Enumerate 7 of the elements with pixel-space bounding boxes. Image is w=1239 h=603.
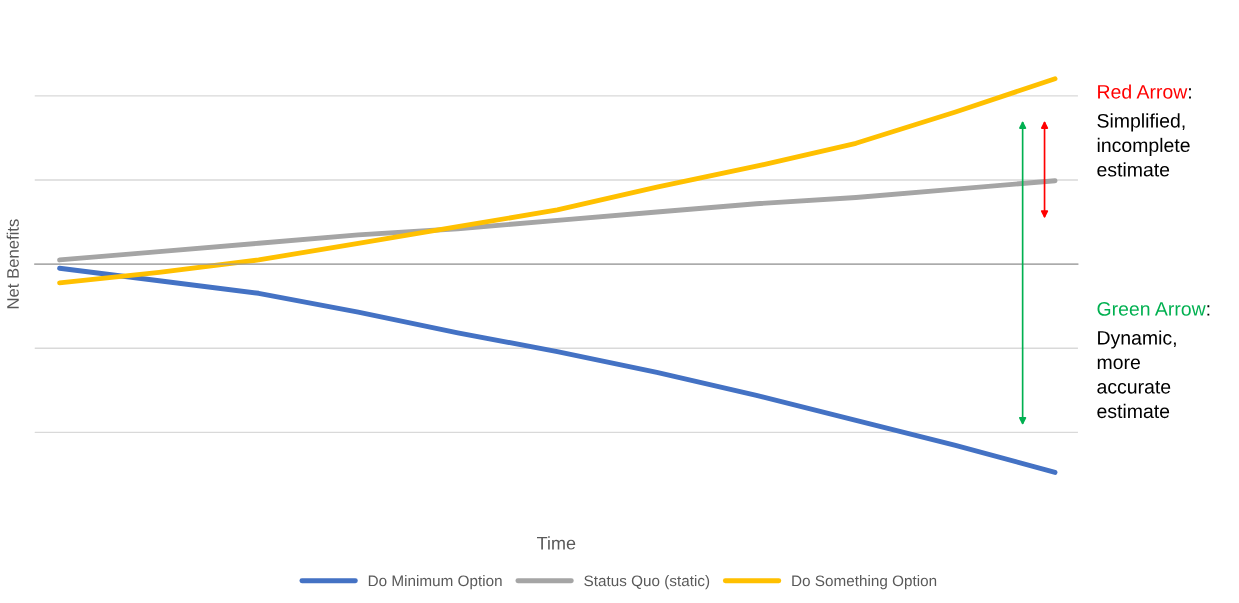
legend-label: Do Minimum Option [368, 575, 502, 590]
text: Green Arrow: Dynamic, more accurate estimate [1097, 302, 1210, 419]
x-axis-title: Time [537, 536, 576, 550]
legend-label: Do Something Option [792, 575, 937, 590]
legend-label: Status Quo (static) [584, 575, 710, 590]
text: Red Arrow: Simplified, incomplete estimate [1097, 84, 1191, 177]
y-axis-title: Net Benefits [6, 219, 19, 309]
